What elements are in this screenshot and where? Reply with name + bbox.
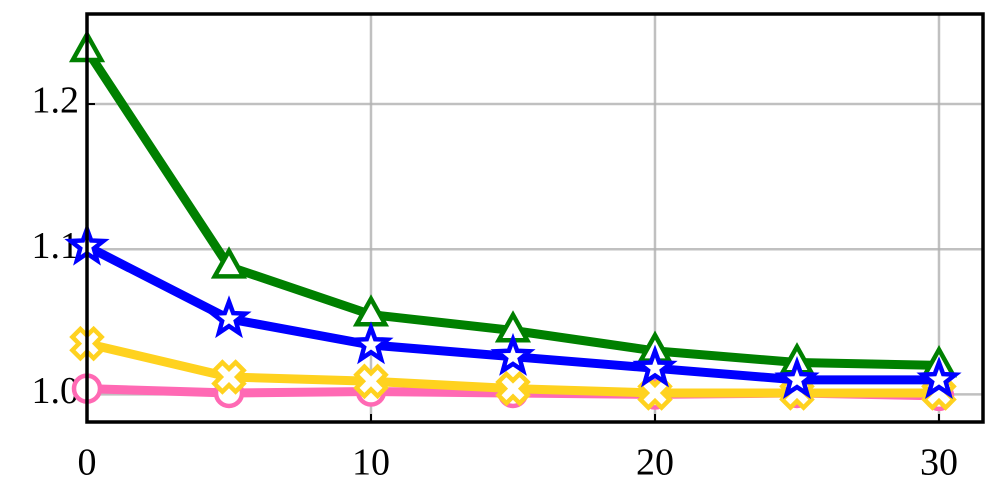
marker <box>495 370 531 407</box>
marker <box>916 356 962 400</box>
x-tick-label: 30 <box>920 442 958 484</box>
x-tick-label: 20 <box>636 442 674 484</box>
marker <box>211 359 247 395</box>
plot-frame <box>85 12 985 424</box>
marker <box>206 295 252 339</box>
y-tick-label: 1.0 <box>32 370 80 412</box>
marker <box>210 246 248 279</box>
marker <box>774 356 820 400</box>
x-tick-label: 0 <box>78 442 97 484</box>
marker <box>353 363 389 400</box>
y-tick-label: 1.2 <box>32 80 80 122</box>
y-tick-label: 1.1 <box>32 225 80 267</box>
marker <box>490 332 536 376</box>
marker <box>348 321 394 365</box>
marker <box>632 344 678 388</box>
x-tick-label: 10 <box>352 442 390 484</box>
